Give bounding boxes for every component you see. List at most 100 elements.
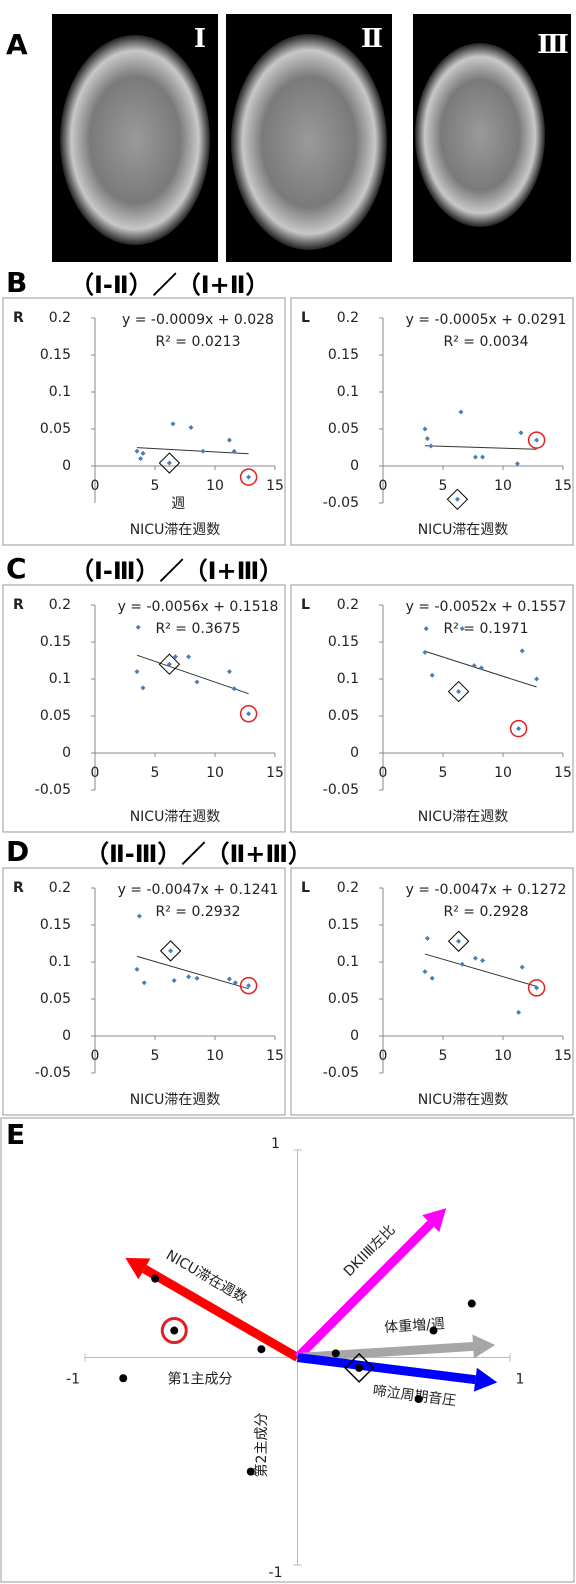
x-tick-label: 10 [494, 765, 512, 781]
y-tick-label: 0.1 [49, 671, 71, 687]
point [430, 673, 435, 678]
point [460, 962, 465, 967]
y-tick-label: 0.1 [49, 954, 71, 970]
x-axis-label: NICU滞在週数 [418, 522, 509, 538]
arrow-head [474, 1368, 497, 1392]
panel-label: D [6, 835, 29, 868]
brain-shape [231, 34, 387, 250]
image-label: Ⅰ [194, 24, 206, 54]
loading-arrow [298, 1346, 474, 1357]
y-tick-label: 0.05 [40, 421, 71, 437]
point [423, 969, 428, 974]
point [473, 956, 478, 961]
y-tick-label: 0.05 [328, 708, 359, 724]
point [138, 456, 143, 461]
loading-label: NICU滞在週数 [163, 1247, 249, 1306]
panel-label: A [6, 28, 28, 61]
point [423, 427, 428, 432]
trend-line [425, 954, 537, 986]
point [246, 711, 251, 716]
score-point [247, 1468, 255, 1476]
r-squared: R² = 0.2932 [156, 904, 241, 920]
x-tick-label: 5 [439, 765, 448, 781]
point [480, 455, 485, 460]
point [516, 1010, 521, 1015]
y-tick-label: 0.2 [337, 310, 359, 326]
y-tick-label: 0.15 [40, 634, 71, 650]
loading-label: 啼泣周期音圧 [372, 1382, 457, 1409]
x-tick-label: 0 [91, 478, 100, 494]
r-squared: R² = 0.3675 [156, 621, 241, 637]
x-tick-label: 5 [439, 1048, 448, 1064]
point [135, 967, 140, 972]
y-tick-label: -1 [269, 1565, 283, 1581]
x-tick-label: 10 [494, 478, 512, 494]
trend-line [137, 655, 249, 694]
y-tick-label: 0 [62, 1028, 71, 1044]
panel-label: E [6, 1118, 25, 1151]
x-axis-label: NICU滞在週数 [130, 1092, 221, 1108]
r-squared: R² = 0.0213 [156, 334, 241, 350]
x-tick-label: 0 [379, 478, 388, 494]
point [459, 409, 464, 414]
x-axis-label: NICU滞在週数 [130, 809, 221, 825]
y-tick-label: -0.05 [323, 782, 359, 798]
score-point [170, 1327, 178, 1335]
r-squared: R² = 0.2928 [444, 904, 529, 920]
point [227, 669, 232, 674]
point [429, 444, 434, 449]
trend-equation: y = -0.0005x + 0.0291 [406, 312, 567, 328]
loading-label: DKIⅠⅢ左比 [341, 1222, 399, 1280]
x-axis-label: 第1主成分 [168, 1371, 233, 1388]
point [227, 438, 232, 443]
point [473, 455, 478, 460]
loading-arrow [298, 1358, 476, 1380]
point [480, 958, 485, 963]
image-label: Ⅲ [537, 30, 569, 60]
y-tick-label: 0.1 [337, 671, 359, 687]
point [455, 497, 460, 502]
point [425, 436, 430, 441]
y-tick-label: 0.15 [40, 917, 71, 933]
score-point [468, 1300, 476, 1308]
score-point [151, 1275, 159, 1283]
point [534, 438, 539, 443]
y-tick-label: 0.05 [40, 991, 71, 1007]
point [246, 475, 251, 480]
mri-images: Ⅰ Ⅱ Ⅲ [52, 14, 571, 262]
point [136, 625, 141, 630]
y-tick-label: 0.15 [328, 634, 359, 650]
point [141, 451, 146, 456]
x-tick-label: 15 [554, 1048, 572, 1064]
point [519, 430, 524, 435]
y-tick-label: -0.05 [323, 1065, 359, 1081]
point [135, 669, 140, 674]
x-tick-label: -1 [66, 1372, 80, 1388]
x-tick-label: 0 [379, 765, 388, 781]
y-tick-label: 0.15 [328, 347, 359, 363]
x-tick-label: 1 [516, 1372, 525, 1388]
point [246, 983, 251, 988]
x-tick-label: 10 [494, 1048, 512, 1064]
loading-arrow [298, 1224, 431, 1358]
x-tick-label: 0 [379, 1048, 388, 1064]
panel-label: B [6, 266, 27, 299]
y-tick-label: 0 [62, 458, 71, 474]
point [227, 977, 232, 982]
score-point [415, 1395, 423, 1403]
point [456, 689, 461, 694]
score-point [355, 1364, 363, 1372]
section-title: （Ⅰ-Ⅱ）／（Ⅰ+Ⅱ） [70, 271, 270, 299]
x-tick-label: 10 [206, 1048, 224, 1064]
x-tick-label: 5 [151, 765, 160, 781]
point [201, 449, 206, 454]
point [423, 650, 428, 655]
point [232, 686, 237, 691]
trend-line [425, 446, 537, 449]
x-tick-label: 5 [439, 478, 448, 494]
section-title: （Ⅱ-Ⅲ）／（Ⅱ+Ⅲ） [85, 840, 312, 868]
x-tick-label: 15 [266, 1048, 284, 1064]
y-tick-label: 0.05 [40, 708, 71, 724]
point [520, 965, 525, 970]
y-tick-label: 0.05 [328, 991, 359, 1007]
